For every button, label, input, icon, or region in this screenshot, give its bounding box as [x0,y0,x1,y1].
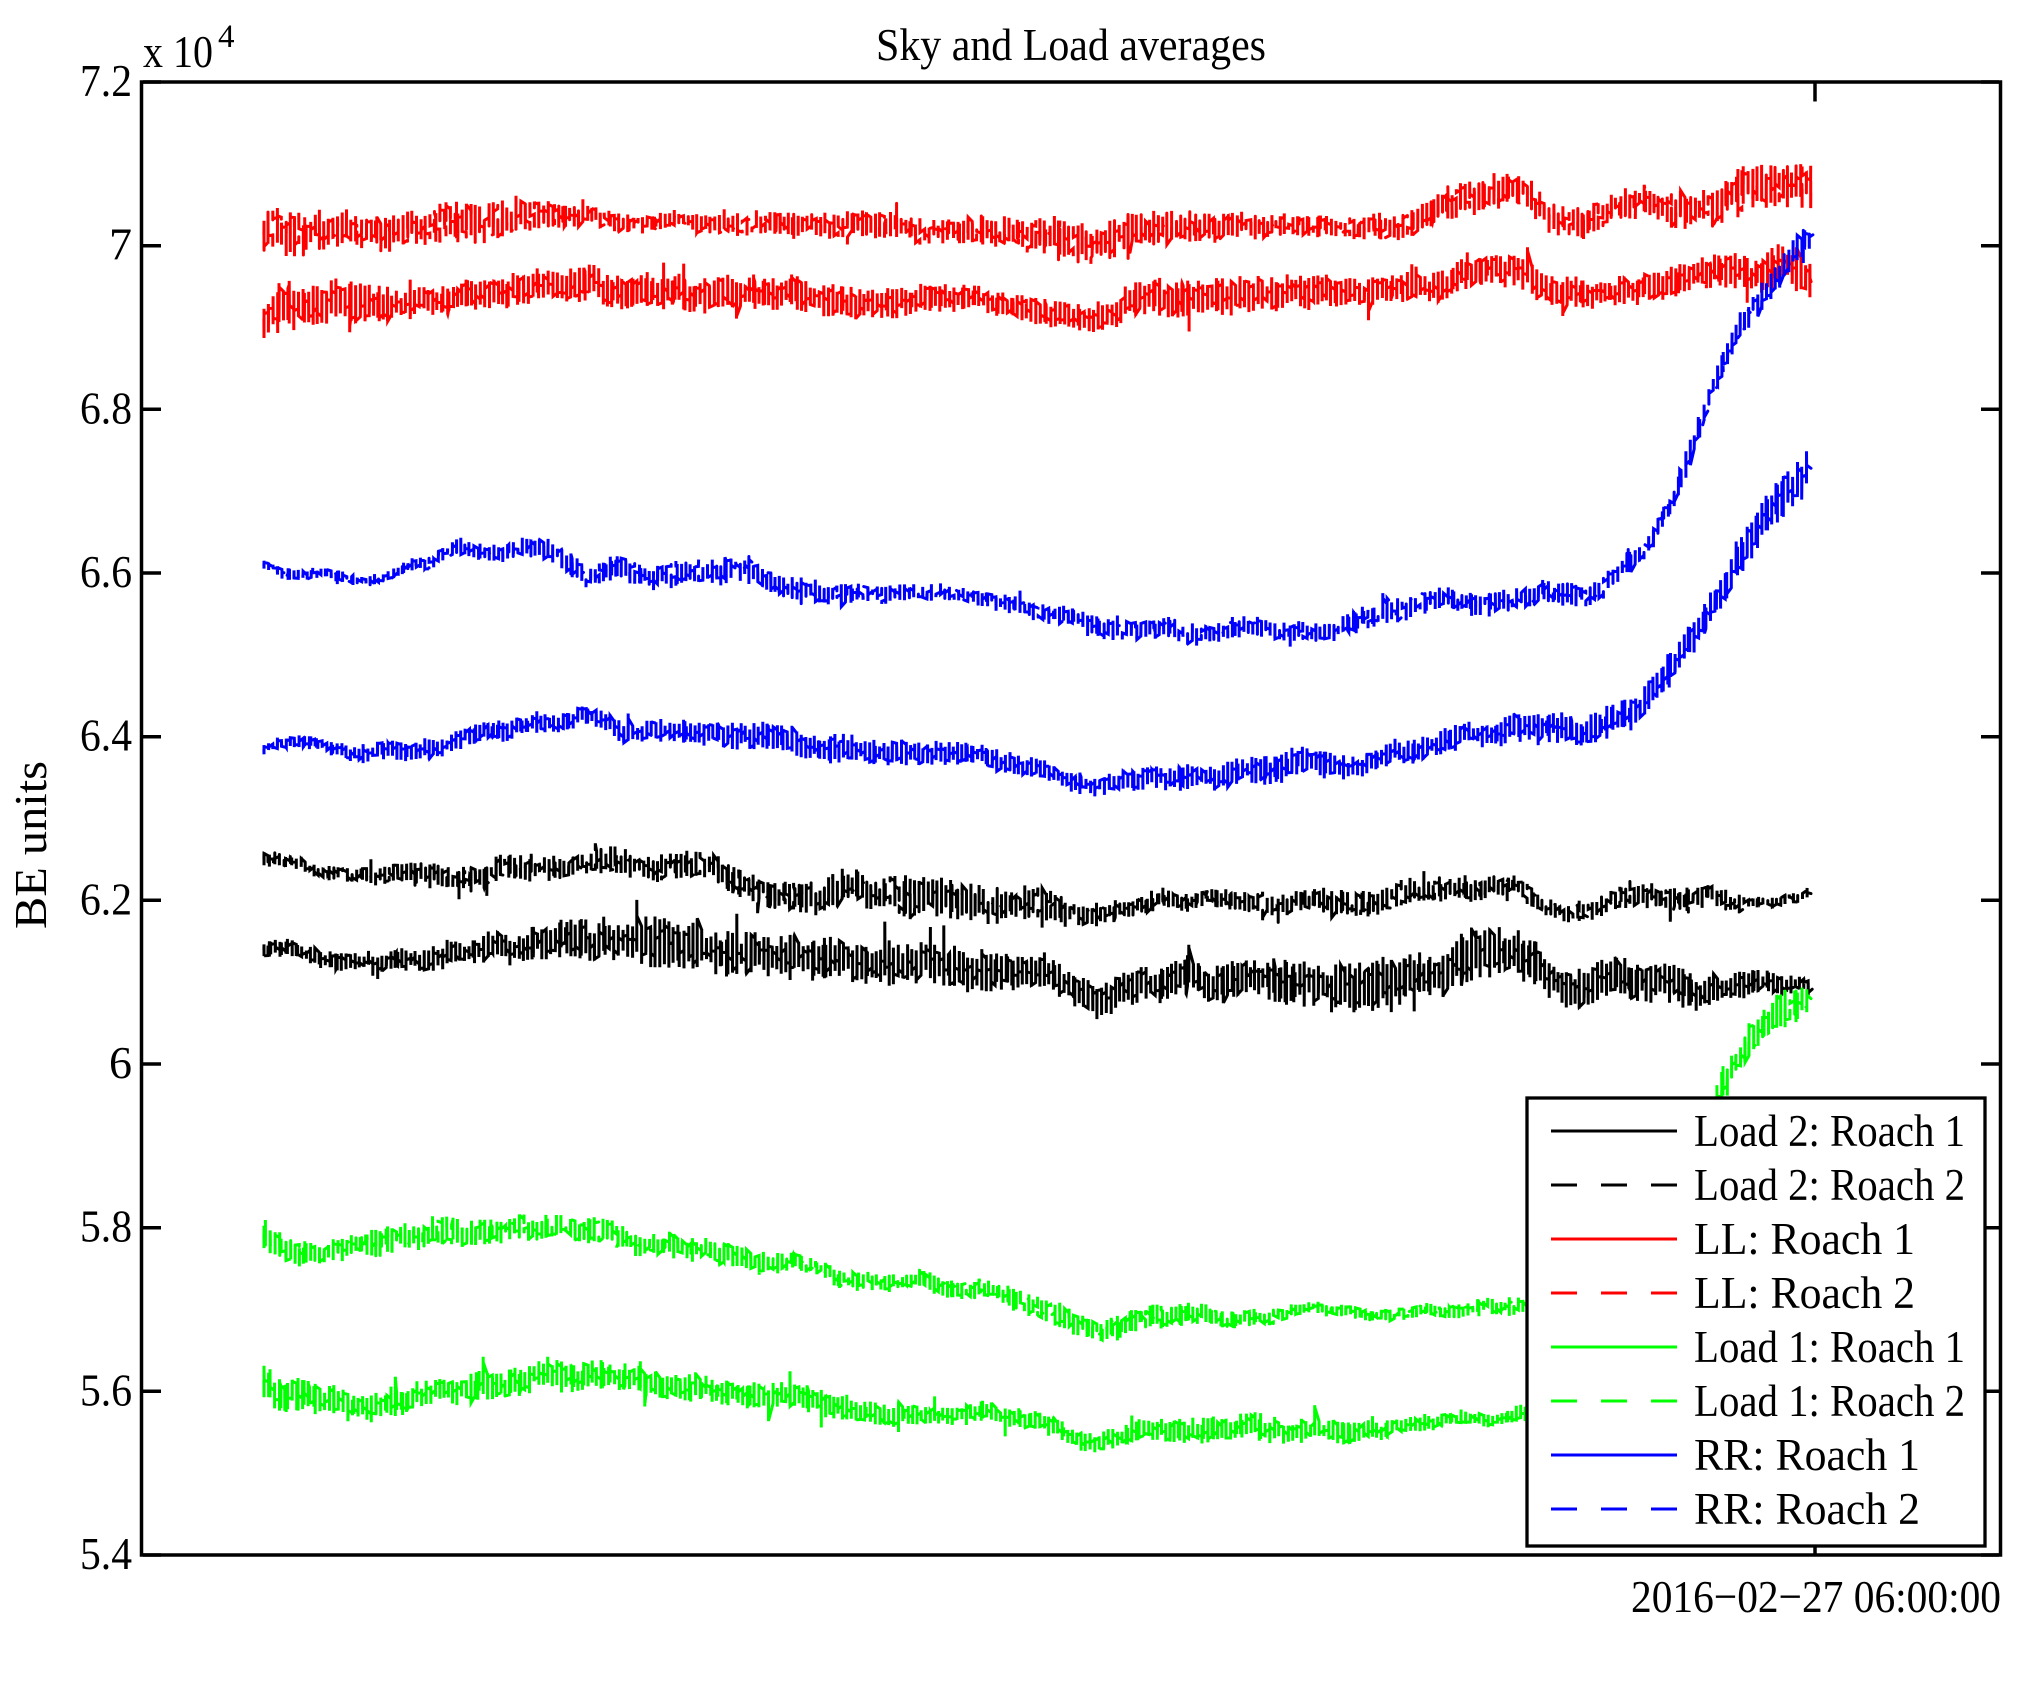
svg-text:Sky and Load averages: Sky and Load averages [876,19,1266,70]
svg-text:Load 1: Roach 1: Load 1: Roach 1 [1694,1322,1965,1372]
svg-text:4: 4 [218,19,235,55]
svg-text:RR: Roach 2: RR: Roach 2 [1694,1484,1920,1534]
svg-text:6.2: 6.2 [80,873,132,924]
svg-text:x 10: x 10 [143,26,213,77]
svg-text:6: 6 [109,1037,132,1088]
svg-text:Load 1: Roach 2: Load 1: Roach 2 [1694,1376,1965,1426]
svg-text:5.6: 5.6 [80,1364,132,1415]
svg-text:5.8: 5.8 [80,1201,132,1252]
svg-text:Load 2: Roach 2: Load 2: Roach 2 [1694,1160,1965,1210]
svg-text:BE units: BE units [5,761,56,929]
svg-text:RR: Roach 1: RR: Roach 1 [1694,1430,1920,1480]
svg-text:LL: Roach 2: LL: Roach 2 [1694,1268,1915,1318]
svg-text:5.4: 5.4 [80,1528,132,1579]
svg-text:LL: Roach 1: LL: Roach 1 [1694,1214,1915,1264]
svg-text:2016−02−27 06:00:00: 2016−02−27 06:00:00 [1631,1571,2001,1622]
svg-text:Load 2: Roach 1: Load 2: Roach 1 [1694,1106,1965,1156]
svg-text:7: 7 [109,219,132,270]
svg-text:6.6: 6.6 [80,546,132,597]
svg-text:6.4: 6.4 [80,710,132,761]
svg-text:6.8: 6.8 [80,382,132,433]
svg-text:7.2: 7.2 [80,55,132,106]
